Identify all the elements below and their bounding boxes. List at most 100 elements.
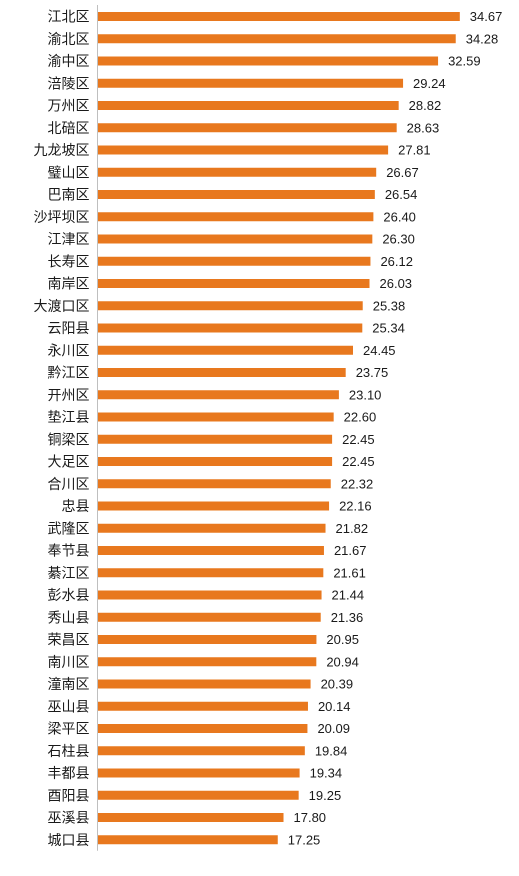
value-label: 29.24 [413, 76, 446, 91]
bar [97, 323, 363, 333]
bar [97, 679, 311, 689]
value-label: 27.81 [398, 143, 431, 158]
value-label: 25.34 [372, 321, 405, 336]
category-label: 开州区 [48, 388, 90, 404]
category-label: 酉阳县 [48, 788, 90, 804]
category-label: 荣昌区 [48, 633, 90, 649]
bar [97, 612, 321, 622]
category-label: 石柱县 [48, 744, 90, 760]
value-label: 34.28 [466, 31, 499, 46]
value-label: 26.67 [386, 165, 419, 180]
value-label: 21.44 [332, 588, 365, 603]
value-label: 19.25 [309, 788, 342, 803]
bar [97, 123, 397, 133]
category-label: 江北区 [48, 10, 90, 26]
bar [97, 724, 308, 733]
value-label: 22.32 [341, 476, 374, 491]
category-label: 沙坪坝区 [34, 210, 90, 226]
bar [97, 546, 324, 555]
bar [97, 167, 377, 177]
value-label: 26.54 [385, 187, 418, 202]
category-label: 南川区 [48, 655, 90, 671]
value-label: 19.34 [310, 766, 343, 781]
value-label: 22.60 [344, 410, 377, 425]
category-label: 巫山县 [48, 699, 90, 715]
bar [97, 301, 363, 311]
bar [97, 34, 456, 44]
bar [97, 768, 300, 778]
bar [97, 279, 370, 288]
bar [97, 790, 299, 800]
bar [97, 523, 326, 533]
category-label: 潼南区 [48, 676, 90, 693]
category-label: 垫江县 [48, 410, 90, 426]
bar [97, 78, 404, 88]
bar [97, 590, 322, 600]
value-label: 20.39 [321, 677, 354, 692]
category-label: 江津区 [48, 232, 90, 248]
category-label: 铜梁区 [48, 432, 90, 448]
value-label: 22.45 [342, 432, 375, 447]
bar [97, 813, 284, 822]
value-label: 26.30 [382, 232, 415, 247]
value-label: 20.94 [326, 654, 359, 669]
category-label: 北碚区 [48, 121, 90, 137]
value-label: 23.75 [356, 365, 389, 380]
value-label: 22.16 [339, 499, 372, 514]
value-label: 26.03 [380, 276, 413, 291]
category-label: 永川区 [48, 343, 90, 359]
bar [97, 701, 308, 711]
value-label: 17.25 [288, 832, 321, 847]
bar [97, 457, 333, 466]
bar [97, 835, 278, 845]
bar [97, 345, 353, 355]
category-label: 璧山区 [48, 164, 90, 181]
category-label: 南岸区 [48, 277, 90, 293]
category-label: 云阳县 [48, 321, 90, 337]
bar [97, 390, 339, 400]
value-label: 22.45 [342, 454, 375, 469]
category-label: 长寿区 [48, 253, 90, 270]
value-label: 28.63 [407, 120, 440, 135]
bar [97, 101, 399, 110]
value-label: 21.67 [334, 543, 367, 558]
value-label: 25.38 [373, 298, 406, 313]
value-label: 23.10 [349, 387, 382, 402]
value-label: 19.84 [315, 743, 348, 758]
value-label: 21.61 [333, 565, 366, 580]
bar [97, 368, 346, 377]
category-label: 巴南区 [48, 188, 90, 204]
category-label: 涪陵区 [48, 76, 90, 92]
bar [97, 56, 439, 66]
value-label: 20.14 [318, 699, 351, 714]
category-labels: 江北区渝北区渝中区涪陵区万州区北碚区九龙坡区璧山区巴南区沙坪坝区江津区长寿区南岸… [34, 10, 90, 849]
bar [97, 412, 334, 422]
bar [97, 479, 331, 489]
category-label: 忠县 [62, 499, 90, 515]
category-label: 九龙坡区 [34, 143, 90, 159]
value-label: 20.95 [326, 632, 359, 647]
category-label: 奉节县 [48, 544, 90, 560]
category-label: 大足区 [48, 455, 90, 471]
bar [97, 12, 460, 21]
bar [97, 568, 324, 578]
bar [97, 145, 389, 155]
value-label: 32.59 [448, 54, 481, 69]
bars-layer [97, 12, 460, 845]
bar [97, 657, 317, 667]
category-label: 秀山县 [48, 610, 90, 626]
category-label: 梁平区 [48, 722, 90, 738]
category-label: 大渡口区 [34, 299, 90, 315]
value-label: 21.82 [336, 521, 369, 536]
bar [97, 234, 373, 244]
value-label: 24.45 [363, 343, 396, 358]
bar [97, 212, 374, 222]
value-label: 26.40 [383, 209, 416, 224]
category-label: 巫溪县 [48, 811, 90, 827]
category-label: 渝中区 [48, 54, 90, 70]
bar [97, 434, 333, 444]
category-label: 丰都县 [48, 766, 90, 782]
